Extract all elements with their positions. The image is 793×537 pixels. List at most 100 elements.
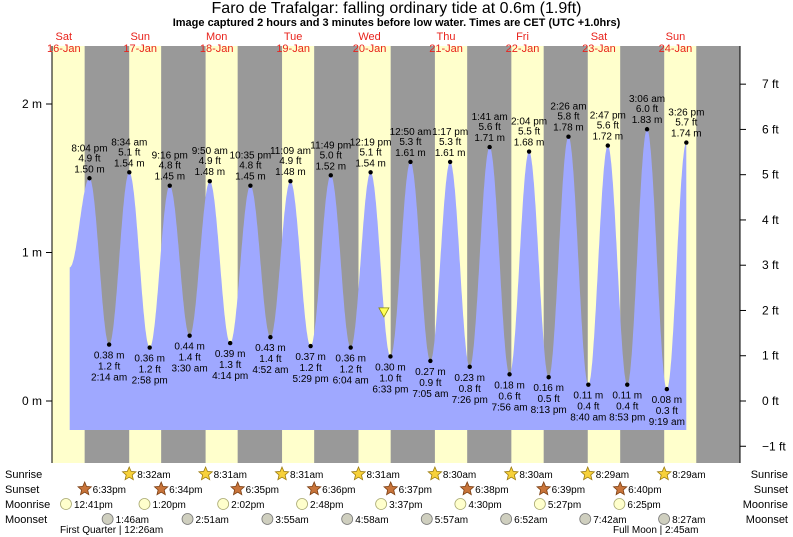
high-tide-m: 1.72 m	[593, 132, 624, 143]
y-right-tick-label: 0 ft	[762, 394, 779, 408]
sunrise-time: 8:32am	[137, 470, 170, 481]
y-left-tick-label: 2 m	[22, 97, 42, 111]
day-label-date: 19-Jan	[276, 43, 310, 55]
moonset-time: 1:46am	[116, 515, 149, 526]
day-label-weekday: Sat	[56, 31, 73, 43]
day-label-date: 16-Jan	[47, 43, 81, 55]
tide-point	[106, 342, 112, 347]
moonset-icon	[500, 513, 513, 525]
tide-point	[408, 159, 413, 165]
tide-area	[69, 129, 687, 431]
moon-phase-first-quarter: First Quarter | 12:26am	[60, 525, 163, 536]
low-tide-time: 2:14 am	[91, 373, 127, 384]
y-right-tick-label: 4 ft	[762, 213, 779, 227]
low-tide-m: 0.38 m	[94, 351, 125, 362]
sunset-time: 6:40pm	[628, 485, 661, 496]
sunset-time: 6:34pm	[169, 485, 202, 496]
sunset-icon	[459, 480, 475, 496]
moon-phase-full-moon: Full Moon | 2:45am	[613, 525, 698, 536]
low-tide-time: 3:30 am	[172, 364, 208, 375]
high-tide-m: 1.68 m	[514, 138, 545, 149]
low-tide-m: 0.11 m	[612, 391, 642, 402]
tide-point	[207, 179, 212, 184]
high-tide-m: 1.83 m	[632, 115, 663, 126]
high-tide-ft: 4.9 ft	[78, 153, 100, 164]
tide-point	[248, 183, 253, 188]
moonrise-icon	[296, 498, 308, 510]
high-tide-time: 2:47 pm	[590, 111, 626, 122]
day-label-date: 23-Jan	[582, 43, 616, 55]
day-label-weekday: Sun	[666, 31, 686, 43]
high-tide-ft: 5.6 ft	[479, 122, 501, 133]
high-tide-time: 9:50 am	[192, 146, 228, 157]
sunset-time: 6:35pm	[246, 485, 279, 496]
y-right-tick-label: 7 ft	[762, 77, 779, 91]
high-tide-m: 1.74 m	[671, 129, 702, 140]
tide-point	[586, 382, 591, 387]
y-right-tick-label: −1 ft	[762, 439, 786, 453]
row-label-right: Moonset	[746, 514, 788, 526]
y-right-tick-label: 2 ft	[762, 303, 779, 317]
tide-point	[308, 343, 313, 349]
moonset-icon	[341, 513, 354, 525]
chart-subtitle: Image captured 2 hours and 3 minutes bef…	[172, 17, 621, 29]
low-tide-time: 4:52 am	[252, 365, 288, 376]
sunrise-icon	[656, 465, 672, 481]
day-label-weekday: Thu	[437, 31, 456, 43]
low-tide-ft: 0.4 ft	[616, 402, 638, 413]
high-tide-m: 1.52 m	[315, 161, 346, 172]
moonrise-icon	[454, 498, 467, 510]
row-label-left: Sunset	[5, 484, 39, 496]
moonset-time: 3:55am	[275, 515, 308, 526]
high-tide-ft: 5.3 ft	[399, 137, 421, 148]
high-tide-ft: 6.0 ft	[636, 104, 658, 115]
high-tide-time: 12:19 pm	[350, 137, 392, 148]
moonset-icon	[420, 513, 433, 525]
day-label-weekday: Tue	[284, 31, 303, 43]
sunset-icon	[612, 480, 628, 496]
high-tide-ft: 4.9 ft	[279, 156, 301, 167]
moonset-icon	[181, 513, 194, 525]
day-label-weekday: Fri	[516, 31, 529, 43]
tide-point	[546, 375, 551, 380]
high-tide-ft: 5.8 ft	[557, 112, 579, 123]
low-tide-m: 0.18 m	[494, 380, 525, 391]
low-tide-ft: 0.9 ft	[419, 378, 441, 389]
high-tide-ft: 4.9 ft	[199, 156, 221, 167]
high-tide-ft: 5.0 ft	[320, 150, 342, 161]
low-tide-m: 0.11 m	[573, 391, 603, 402]
high-tide-m: 1.78 m	[553, 123, 584, 134]
high-tide-ft: 5.7 ft	[675, 118, 697, 129]
tide-point	[664, 386, 670, 392]
low-tide-m: 0.39 m	[215, 349, 246, 360]
low-tide-time: 8:13 pm	[531, 405, 567, 416]
tide-point	[348, 345, 353, 350]
high-tide-m: 1.54 m	[355, 158, 386, 169]
moonrise-time: 2:48pm	[310, 500, 343, 511]
sunrise-icon	[350, 465, 367, 481]
low-tide-ft: 1.2 ft	[299, 363, 321, 374]
low-tide-m: 0.37 m	[295, 352, 326, 363]
tide-point	[526, 149, 532, 154]
low-tide-time: 7:26 pm	[452, 395, 488, 406]
low-tide-time: 6:04 am	[333, 376, 369, 387]
sunrise-icon	[274, 465, 290, 481]
sunset-icon	[153, 480, 169, 496]
tide-point	[328, 173, 333, 178]
tide-point	[87, 176, 92, 181]
low-tide-m: 0.36 m	[335, 354, 366, 365]
low-tide-time: 6:33 pm	[372, 384, 408, 395]
sunrise-icon	[503, 465, 519, 481]
moonset-icon	[579, 513, 592, 525]
day-label-weekday: Wed	[358, 31, 380, 43]
moonrise-time: 5:27pm	[548, 500, 581, 511]
row-label-right: Moonrise	[743, 499, 788, 511]
high-tide-m: 1.45 m	[154, 172, 185, 183]
sunrise-time: 8:30am	[519, 470, 552, 481]
sunrise-time: 8:30am	[443, 470, 476, 481]
sunrise-icon	[121, 465, 137, 481]
high-tide-m: 1.71 m	[474, 133, 505, 144]
y-left-tick-label: 0 m	[22, 394, 42, 408]
high-tide-ft: 5.6 ft	[597, 121, 619, 132]
